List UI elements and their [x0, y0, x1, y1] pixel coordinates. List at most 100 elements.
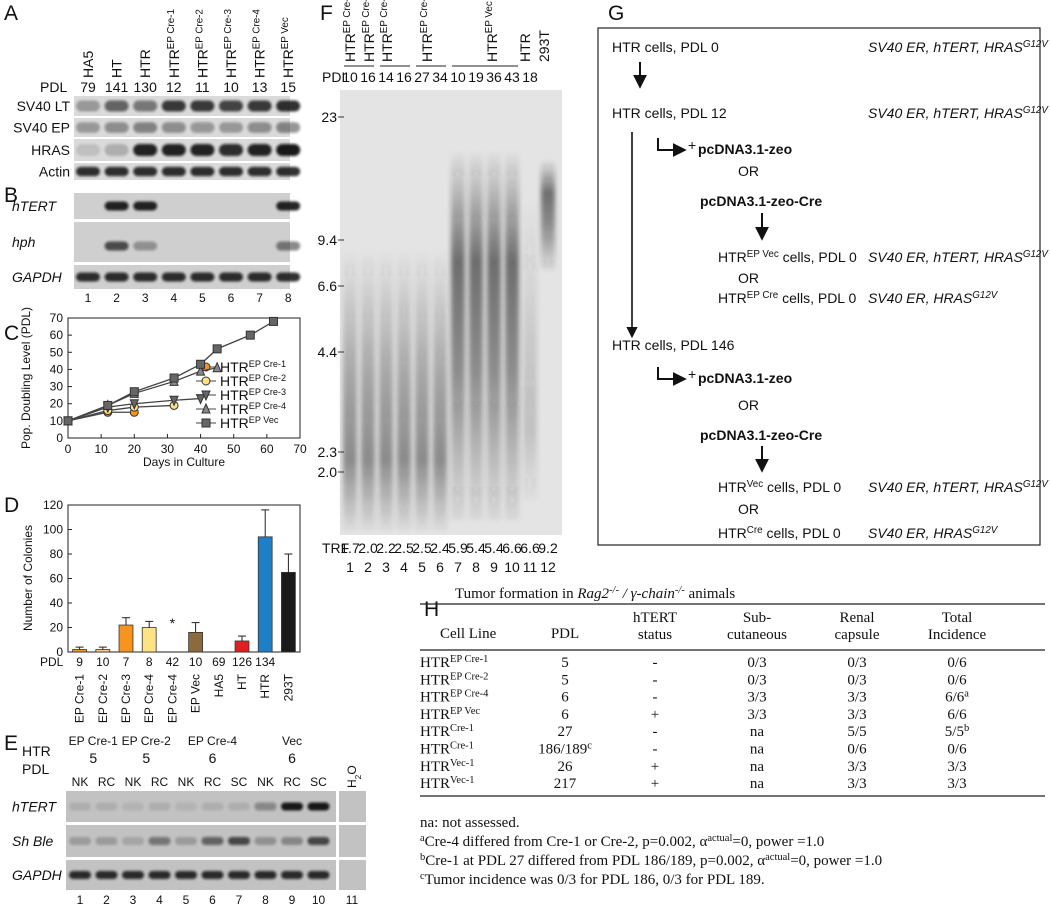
band	[104, 201, 129, 211]
band	[254, 802, 277, 811]
pdl-value: 10	[96, 655, 110, 669]
diagram-text: HTR cells, PDL 0	[612, 39, 719, 55]
x-tick-label: 20	[128, 442, 142, 456]
text-part: HTR	[420, 655, 450, 671]
gel	[339, 791, 366, 822]
header-label: HTR	[22, 743, 51, 759]
pdl-value: 27	[414, 69, 430, 85]
table-cell: -	[653, 690, 658, 706]
table-cell: HTRVec-1	[420, 757, 475, 775]
x-tick-label: 60	[260, 442, 274, 456]
pdl-value: 11	[195, 79, 210, 95]
band	[69, 837, 91, 845]
y-tick-label: 30	[50, 380, 64, 394]
row-label: hTERT	[12, 799, 58, 815]
pdl-value: 14	[378, 69, 394, 85]
text-part: HTR	[223, 49, 239, 78]
text-part: HTR	[361, 33, 377, 62]
lane-label: SC	[231, 775, 248, 789]
x-tick-label: HT	[235, 673, 249, 690]
lane-number: 11	[346, 893, 359, 907]
trf-value: 2.4	[430, 540, 450, 556]
group-pdl: 6	[288, 750, 296, 766]
data-point	[196, 359, 206, 369]
bar	[188, 632, 203, 653]
band	[190, 166, 215, 177]
legend-label: HTREP Vec	[220, 415, 279, 431]
text-part: EP Cre-2	[450, 671, 488, 682]
band	[104, 272, 129, 282]
text-part: HTR	[420, 742, 450, 758]
lane-number: 6	[436, 559, 444, 575]
pdl-value: 10	[450, 69, 466, 85]
group-pdl: 6	[209, 750, 217, 766]
text-part: b	[420, 852, 425, 863]
trf-value: 2.5	[412, 540, 432, 556]
table-cell: na	[750, 742, 765, 758]
size-marker: 2.3	[318, 444, 338, 460]
data-point	[195, 364, 206, 376]
table-cell: 0/3	[847, 655, 866, 671]
text-part: G12V	[972, 290, 999, 301]
panel-label: B	[4, 184, 18, 207]
lane-group-label: HTREP Cre-2	[361, 0, 378, 62]
pdl-value: 141	[105, 79, 129, 95]
band	[247, 272, 272, 282]
column-header: Renal	[840, 610, 875, 626]
text-part: G12V	[972, 525, 999, 536]
lane-label: NK	[257, 775, 274, 789]
text-part: SV40 ER, hTERT, HRAS	[868, 39, 1024, 55]
trf-value: 2.0	[358, 540, 378, 556]
pdl-value: 8	[146, 655, 153, 669]
text-part: HTR	[420, 759, 450, 775]
text-part: =0, power =1.0	[790, 853, 882, 869]
table-cell: 5/5	[847, 724, 866, 740]
smear	[397, 250, 411, 530]
table-cell: 0/6	[947, 655, 967, 671]
legend-name-sup: EP Cre-4	[249, 401, 286, 411]
text-part: EP Vec	[450, 705, 480, 716]
trf-value: 6.6	[520, 540, 540, 556]
text-part: SV40 ER, hTERT, HRAS	[868, 249, 1024, 265]
table-cell: 0/3	[747, 672, 766, 688]
lane-label: HTR	[137, 49, 153, 78]
data-point	[103, 400, 113, 410]
lane-number: 10	[312, 893, 326, 907]
genotype: SV40 ER, hTERT, HRASG12V	[868, 479, 1049, 496]
y-tick-label: 0	[56, 431, 63, 445]
lane-label: NK	[72, 775, 89, 789]
band	[148, 802, 171, 811]
pdl-value: 16	[396, 69, 412, 85]
arrow	[657, 367, 687, 386]
pdl-value: 134	[255, 655, 275, 669]
band	[281, 871, 303, 879]
pdl-label: PDL	[40, 79, 67, 95]
band	[76, 122, 100, 133]
y-tick-label: 50	[50, 345, 64, 359]
text-part: HTR	[420, 707, 450, 723]
x-tick-label: 10	[94, 442, 108, 456]
pdl-value: 79	[80, 79, 96, 95]
y-tick-label: 70	[50, 311, 64, 325]
genotype: SV40 ER, hTERT, HRASG12V	[868, 249, 1049, 266]
x-tick-label: EP Cre-4	[165, 674, 179, 723]
band	[247, 122, 272, 133]
bar	[141, 627, 157, 653]
band	[276, 122, 301, 133]
band	[76, 166, 100, 177]
band	[228, 837, 250, 845]
band	[247, 100, 272, 112]
lane-label: HTREP Cre-2	[194, 9, 211, 78]
legend-label: HTREP Cre-3	[220, 387, 286, 403]
x-tick-label: HTR	[258, 674, 272, 699]
band	[122, 802, 144, 811]
size-marker: 2.0	[318, 464, 338, 480]
data-point	[212, 361, 222, 373]
text-part: HTR	[718, 249, 747, 265]
smear	[343, 250, 357, 530]
diagram-text: OR	[738, 501, 759, 517]
diagram-text: pcDNA3.1-zeo	[698, 370, 792, 386]
pdl-value: 9	[76, 655, 83, 669]
band	[148, 837, 171, 845]
table-cell: HTRCre-1	[420, 740, 474, 758]
